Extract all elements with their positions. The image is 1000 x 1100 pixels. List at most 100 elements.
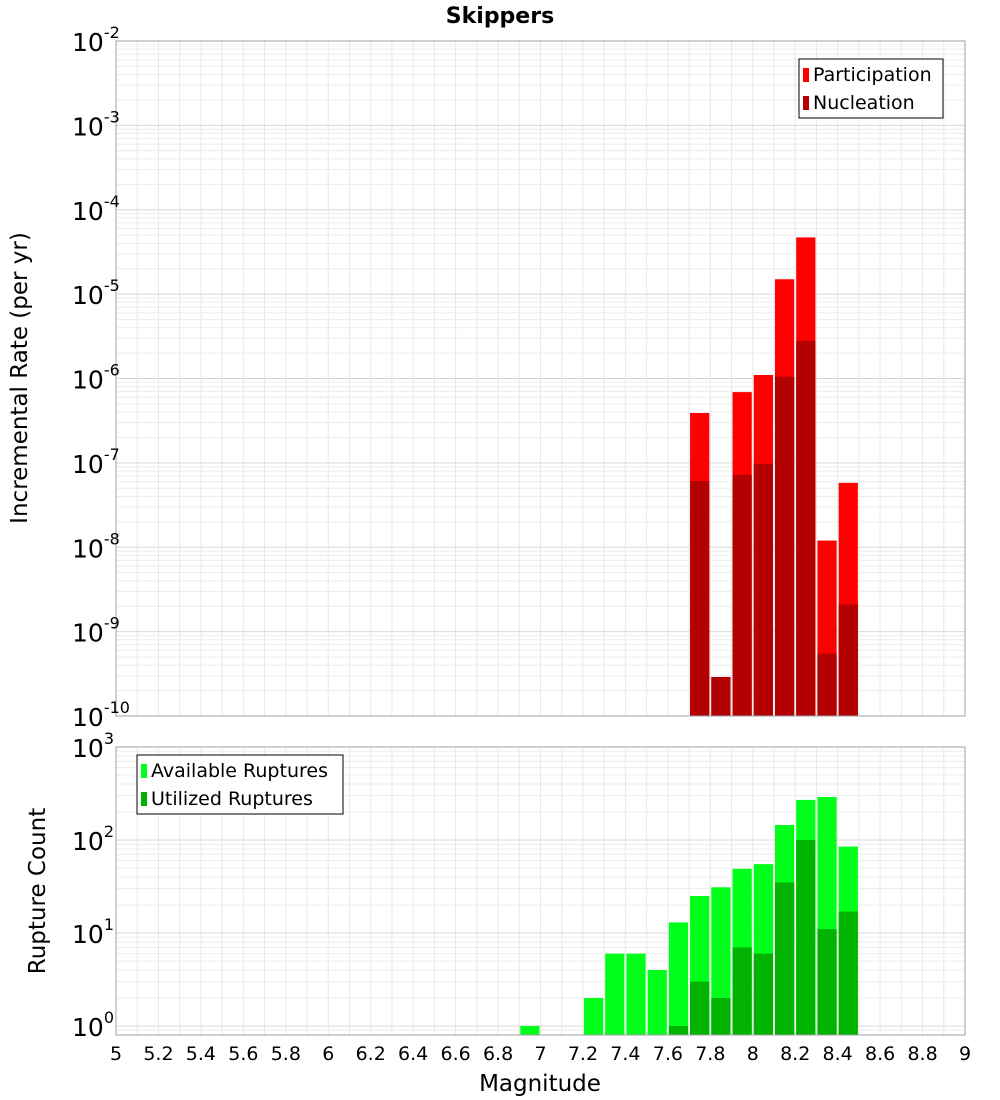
rate-legend: Participation Nucleation: [798, 58, 944, 119]
legend-box: [136, 754, 344, 815]
legend-swatch: [803, 96, 809, 110]
x-tick-label: 8.2: [780, 1043, 810, 1065]
y-tick-label: 10-4: [72, 192, 120, 226]
x-tick-label: 7.8: [695, 1043, 725, 1065]
y-tick-label: 10-8: [72, 529, 120, 563]
y-tick-exponent: 1: [104, 915, 114, 934]
legend-label: Participation: [813, 64, 932, 86]
x-tick-label: 6.6: [440, 1043, 470, 1065]
y-tick-exponent: -2: [104, 23, 120, 42]
x-tick-label: 6: [322, 1043, 334, 1065]
x-axis-label: Magnitude: [479, 1071, 601, 1097]
legend-swatch: [141, 764, 147, 778]
y-tick-base: 10: [72, 619, 104, 648]
count-bar: [732, 947, 752, 1035]
rate-bar: [690, 480, 710, 716]
y-tick-base: 10: [72, 534, 104, 563]
rate-bar: [732, 474, 752, 716]
count-bar: [605, 953, 625, 1035]
rate-bar: [838, 604, 858, 716]
x-tick-label: 7.4: [610, 1043, 640, 1065]
y-tick-base: 10: [72, 366, 104, 395]
count-series-utilized-ruptures: [668, 839, 858, 1035]
legend-box: [798, 58, 944, 119]
x-tick-label: 5.6: [228, 1043, 258, 1065]
y-tick-exponent: -4: [104, 192, 120, 211]
x-tick-label: 7: [534, 1043, 546, 1065]
x-tick-label: 8.4: [823, 1043, 853, 1065]
chart-title: Skippers: [446, 4, 554, 29]
y-tick-exponent: 2: [104, 822, 114, 841]
y-tick-label: 103: [72, 729, 114, 763]
y-tick-label: 10-2: [72, 23, 120, 57]
y-tick-base: 10: [72, 28, 104, 57]
y-tick-label: 102: [72, 822, 114, 856]
legend-label: Utilized Ruptures: [151, 788, 313, 810]
x-tick-label: 8.8: [907, 1043, 937, 1065]
y-tick-label: 10-3: [72, 107, 120, 141]
legend-label: Nucleation: [813, 92, 915, 114]
count-bar: [753, 953, 773, 1035]
count-bar: [690, 981, 710, 1035]
rate-panel: 10-210-310-410-510-610-710-810-910-10Par…: [72, 23, 966, 732]
y-tick-label: 10-5: [72, 276, 120, 310]
rate-bar: [774, 376, 795, 716]
legend-swatch: [141, 792, 147, 806]
y-tick-base: 10: [72, 920, 104, 949]
rate-gridlines: [115, 40, 966, 717]
rate-bar: [817, 653, 837, 716]
legend-label: Available Ruptures: [151, 760, 328, 782]
y-tick-exponent: -6: [104, 361, 120, 380]
x-tick-label: 6.2: [356, 1043, 386, 1065]
y-tick-base: 10: [72, 734, 104, 763]
y-tick-exponent: -7: [104, 445, 120, 464]
x-tick-label: 8.6: [865, 1043, 895, 1065]
x-tick-label: 5.4: [186, 1043, 216, 1065]
bottom-y-axis-label: Rupture Count: [25, 808, 51, 974]
y-tick-base: 10: [72, 281, 104, 310]
y-tick-base: 10: [72, 197, 104, 226]
y-tick-base: 10: [72, 1013, 104, 1042]
y-tick-label: 100: [72, 1008, 114, 1042]
y-tick-base: 10: [72, 450, 104, 479]
x-tick-label: 6.4: [398, 1043, 428, 1065]
count-bar: [817, 929, 837, 1035]
count-bar: [711, 997, 731, 1035]
count-bar: [583, 997, 604, 1035]
rate-bar: [796, 340, 816, 716]
x-tick-label: 5: [110, 1043, 122, 1065]
y-tick-label: 10-7: [72, 445, 120, 479]
y-tick-label: 10-10: [72, 698, 130, 732]
count-bar: [774, 882, 795, 1035]
y-tick-exponent: 0: [104, 1008, 114, 1027]
y-tick-base: 10: [72, 703, 104, 732]
rate-plot-frame: [115, 40, 966, 717]
top-y-axis-label: Incremental Rate (per yr): [7, 232, 33, 524]
x-tick-label: 7.2: [568, 1043, 598, 1065]
y-tick-base: 10: [72, 827, 104, 856]
y-tick-exponent: -8: [104, 529, 120, 548]
y-tick-base: 10: [72, 112, 104, 141]
x-tick-label: 8: [747, 1043, 759, 1065]
y-tick-exponent: -5: [104, 276, 120, 295]
x-tick-label: 6.8: [483, 1043, 513, 1065]
count-bar: [838, 911, 858, 1035]
legend-swatch: [803, 68, 809, 82]
x-tick-label: 7.6: [653, 1043, 683, 1065]
count-plot-frame: [115, 746, 966, 1036]
count-bar: [796, 839, 816, 1035]
count-bar: [520, 1025, 540, 1035]
rate-series-nucleation: [690, 340, 858, 716]
rate-bar: [711, 676, 731, 716]
y-tick-exponent: -9: [104, 614, 120, 633]
rate-bar: [753, 463, 773, 716]
count-bar: [647, 969, 667, 1035]
y-tick-exponent: 3: [104, 729, 114, 748]
y-tick-label: 10-9: [72, 614, 120, 648]
y-tick-exponent: -10: [104, 698, 130, 717]
count-bar: [668, 922, 689, 1035]
count-bar: [626, 953, 646, 1035]
x-tick-label: 9: [959, 1043, 971, 1065]
